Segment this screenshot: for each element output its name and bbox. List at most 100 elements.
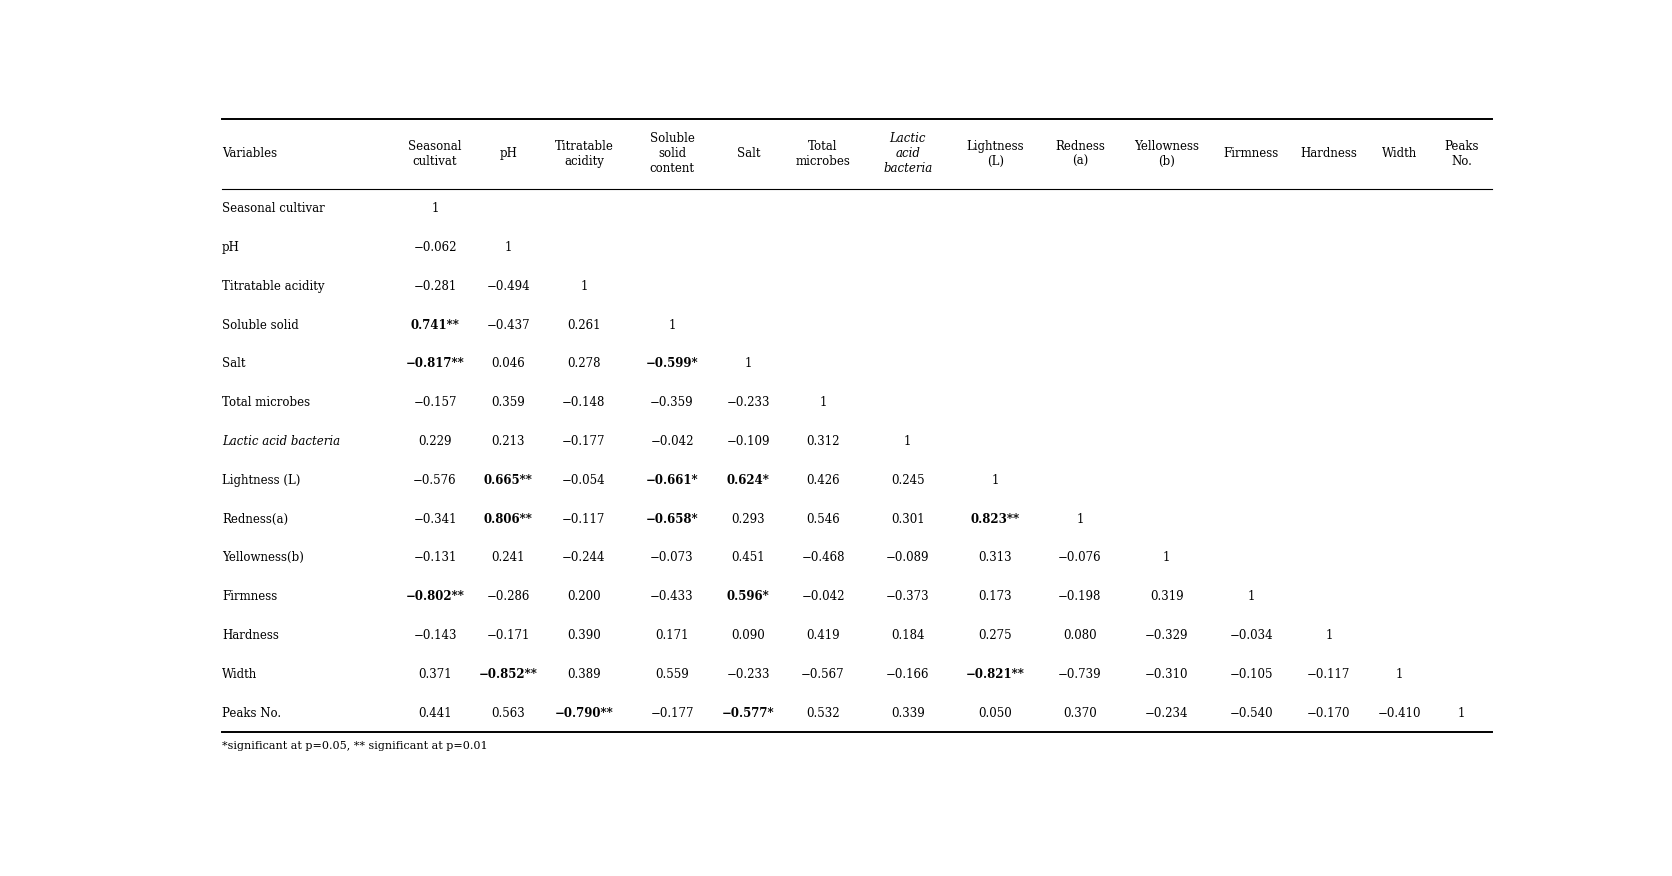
Text: 0.312: 0.312 bbox=[806, 434, 839, 448]
Text: −0.171: −0.171 bbox=[487, 629, 530, 642]
Text: 0.171: 0.171 bbox=[655, 629, 689, 642]
Text: 0.213: 0.213 bbox=[492, 434, 525, 448]
Text: −0.329: −0.329 bbox=[1145, 629, 1189, 642]
Text: −0.576: −0.576 bbox=[413, 474, 456, 487]
Text: −0.567: −0.567 bbox=[801, 668, 844, 681]
Text: Lactic acid bacteria: Lactic acid bacteria bbox=[222, 434, 339, 448]
Text: 0.275: 0.275 bbox=[978, 629, 1012, 642]
Text: Redness
(a): Redness (a) bbox=[1055, 140, 1105, 168]
Text: 0.389: 0.389 bbox=[567, 668, 600, 681]
Text: 0.278: 0.278 bbox=[567, 357, 600, 371]
Text: 0.241: 0.241 bbox=[492, 551, 525, 564]
Text: −0.468: −0.468 bbox=[801, 551, 844, 564]
Text: 0.426: 0.426 bbox=[806, 474, 839, 487]
Text: 1: 1 bbox=[991, 474, 998, 487]
Text: −0.143: −0.143 bbox=[413, 629, 456, 642]
Text: pH: pH bbox=[500, 147, 517, 160]
Text: Lightness
(L): Lightness (L) bbox=[966, 140, 1023, 168]
Text: −0.109: −0.109 bbox=[727, 434, 771, 448]
Text: −0.042: −0.042 bbox=[801, 590, 844, 603]
Text: −0.233: −0.233 bbox=[727, 668, 771, 681]
Text: Soluble
solid
content: Soluble solid content bbox=[649, 132, 694, 175]
Text: 1: 1 bbox=[1458, 707, 1465, 719]
Text: 0.090: 0.090 bbox=[731, 629, 766, 642]
Text: 1: 1 bbox=[431, 202, 438, 215]
Text: 0.184: 0.184 bbox=[891, 629, 925, 642]
Text: 1: 1 bbox=[669, 319, 675, 331]
Text: 0.080: 0.080 bbox=[1063, 629, 1097, 642]
Text: Lactic
acid
bacteria: Lactic acid bacteria bbox=[883, 132, 933, 175]
Text: −0.494: −0.494 bbox=[487, 279, 530, 293]
Text: −0.177: −0.177 bbox=[650, 707, 694, 719]
Text: 0.451: 0.451 bbox=[731, 551, 766, 564]
Text: Variables: Variables bbox=[222, 147, 278, 160]
Text: 1: 1 bbox=[1077, 512, 1083, 526]
Text: −0.599*: −0.599* bbox=[645, 357, 699, 371]
Text: 0.359: 0.359 bbox=[492, 396, 525, 409]
Text: 0.229: 0.229 bbox=[418, 434, 451, 448]
Text: −0.166: −0.166 bbox=[886, 668, 930, 681]
Text: −0.076: −0.076 bbox=[1058, 551, 1102, 564]
Text: 0.200: 0.200 bbox=[567, 590, 600, 603]
Text: −0.062: −0.062 bbox=[413, 241, 456, 254]
Text: −0.577*: −0.577* bbox=[722, 707, 774, 719]
Text: 0.441: 0.441 bbox=[418, 707, 451, 719]
Text: 0.301: 0.301 bbox=[891, 512, 925, 526]
Text: −0.661*: −0.661* bbox=[645, 474, 699, 487]
Text: Soluble solid: Soluble solid bbox=[222, 319, 299, 331]
Text: 1: 1 bbox=[744, 357, 752, 371]
Text: Hardness: Hardness bbox=[1301, 147, 1358, 160]
Text: 0.596*: 0.596* bbox=[727, 590, 769, 603]
Text: 1: 1 bbox=[1326, 629, 1333, 642]
Text: Seasonal cultivar: Seasonal cultivar bbox=[222, 202, 324, 215]
Text: Redness(a): Redness(a) bbox=[222, 512, 288, 526]
Text: −0.817**: −0.817** bbox=[406, 357, 465, 371]
Text: 1: 1 bbox=[580, 279, 587, 293]
Text: Peaks
No.: Peaks No. bbox=[1445, 140, 1478, 168]
Text: Firmness: Firmness bbox=[222, 590, 278, 603]
Text: −0.281: −0.281 bbox=[413, 279, 456, 293]
Text: −0.042: −0.042 bbox=[650, 434, 694, 448]
Text: 0.173: 0.173 bbox=[978, 590, 1012, 603]
Text: −0.821**: −0.821** bbox=[966, 668, 1025, 681]
Text: 0.261: 0.261 bbox=[567, 319, 600, 331]
Text: Hardness: Hardness bbox=[222, 629, 279, 642]
Text: −0.286: −0.286 bbox=[487, 590, 530, 603]
Text: −0.234: −0.234 bbox=[1145, 707, 1189, 719]
Text: −0.233: −0.233 bbox=[727, 396, 771, 409]
Text: 0.806**: 0.806** bbox=[483, 512, 533, 526]
Text: −0.105: −0.105 bbox=[1229, 668, 1272, 681]
Text: −0.359: −0.359 bbox=[650, 396, 694, 409]
Text: −0.410: −0.410 bbox=[1378, 707, 1421, 719]
Text: −0.540: −0.540 bbox=[1229, 707, 1272, 719]
Text: 0.293: 0.293 bbox=[731, 512, 766, 526]
Text: −0.177: −0.177 bbox=[562, 434, 605, 448]
Text: −0.034: −0.034 bbox=[1229, 629, 1272, 642]
Text: Titratable
acidity: Titratable acidity bbox=[555, 140, 614, 168]
Text: −0.373: −0.373 bbox=[886, 590, 930, 603]
Text: Lightness (L): Lightness (L) bbox=[222, 474, 301, 487]
Text: −0.054: −0.054 bbox=[562, 474, 605, 487]
Text: 0.319: 0.319 bbox=[1150, 590, 1184, 603]
Text: 0.563: 0.563 bbox=[492, 707, 525, 719]
Text: 1: 1 bbox=[1396, 668, 1403, 681]
Text: Total
microbes: Total microbes bbox=[796, 140, 851, 168]
Text: 0.624*: 0.624* bbox=[727, 474, 769, 487]
Text: 0.823**: 0.823** bbox=[971, 512, 1020, 526]
Text: −0.117: −0.117 bbox=[562, 512, 605, 526]
Text: −0.198: −0.198 bbox=[1058, 590, 1102, 603]
Text: 0.665**: 0.665** bbox=[483, 474, 533, 487]
Text: −0.157: −0.157 bbox=[413, 396, 456, 409]
Text: Yellowness(b): Yellowness(b) bbox=[222, 551, 304, 564]
Text: −0.310: −0.310 bbox=[1145, 668, 1189, 681]
Text: *significant at p=0.05, ** significant at p=0.01: *significant at p=0.05, ** significant a… bbox=[222, 740, 488, 751]
Text: 1: 1 bbox=[505, 241, 512, 254]
Text: 1: 1 bbox=[1164, 551, 1170, 564]
Text: Salt: Salt bbox=[736, 147, 761, 160]
Text: Width: Width bbox=[1381, 147, 1418, 160]
Text: Total microbes: Total microbes bbox=[222, 396, 309, 409]
Text: 0.245: 0.245 bbox=[891, 474, 925, 487]
Text: Peaks No.: Peaks No. bbox=[222, 707, 281, 719]
Text: −0.244: −0.244 bbox=[562, 551, 605, 564]
Text: 0.419: 0.419 bbox=[806, 629, 839, 642]
